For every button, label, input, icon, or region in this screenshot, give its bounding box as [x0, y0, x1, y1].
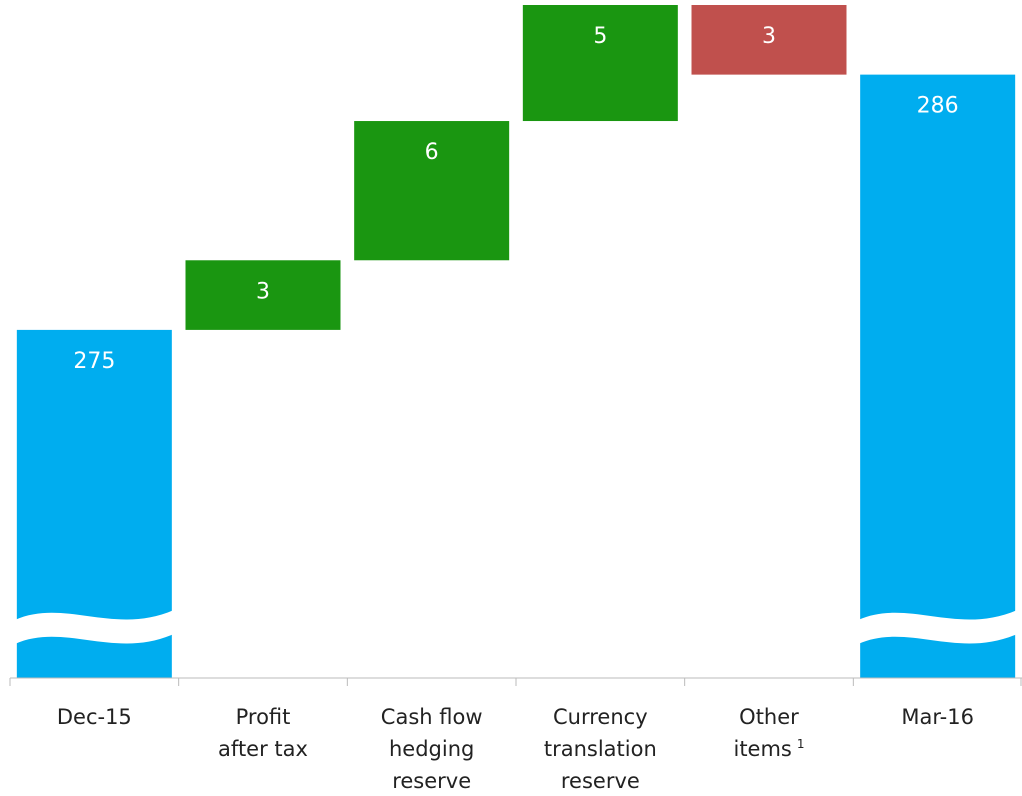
value-label: 5	[593, 24, 607, 49]
bar	[522, 5, 678, 122]
x-tick-label: reserve	[392, 769, 471, 793]
value-label: 6	[425, 140, 439, 165]
axis-break	[14, 610, 174, 644]
x-tick-label: hedging	[389, 737, 474, 761]
x-tick-label: Cash flow	[381, 705, 483, 729]
x-tick-label-text: items	[733, 737, 791, 761]
x-tick-label: Currency	[553, 705, 648, 729]
value-label: 3	[762, 24, 776, 49]
x-tick-label: Mar-16	[901, 705, 974, 729]
value-label: 275	[73, 349, 115, 374]
x-tick-label: items 1	[733, 737, 804, 762]
x-tick-label: Other	[739, 705, 799, 729]
bar	[185, 260, 341, 330]
bar	[860, 74, 1016, 679]
bar	[354, 121, 510, 261]
footnote-mark: 1	[797, 737, 805, 751]
value-label: 286	[917, 94, 959, 119]
x-tick-label: reserve	[561, 769, 640, 793]
axis-break	[858, 610, 1018, 644]
x-tick-label: translation	[544, 737, 657, 761]
bar	[691, 5, 847, 75]
x-tick-label: after tax	[218, 737, 308, 761]
value-label: 3	[256, 279, 270, 304]
x-tick-label: Dec-15	[57, 705, 132, 729]
x-tick-label: Profit	[236, 705, 291, 729]
